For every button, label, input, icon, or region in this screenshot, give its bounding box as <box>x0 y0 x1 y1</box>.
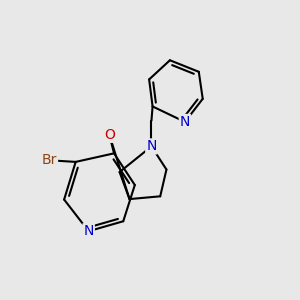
Text: N: N <box>180 115 190 129</box>
Text: N: N <box>146 140 157 153</box>
Text: O: O <box>104 128 115 142</box>
Text: Br: Br <box>42 153 57 167</box>
Text: N: N <box>83 224 94 238</box>
